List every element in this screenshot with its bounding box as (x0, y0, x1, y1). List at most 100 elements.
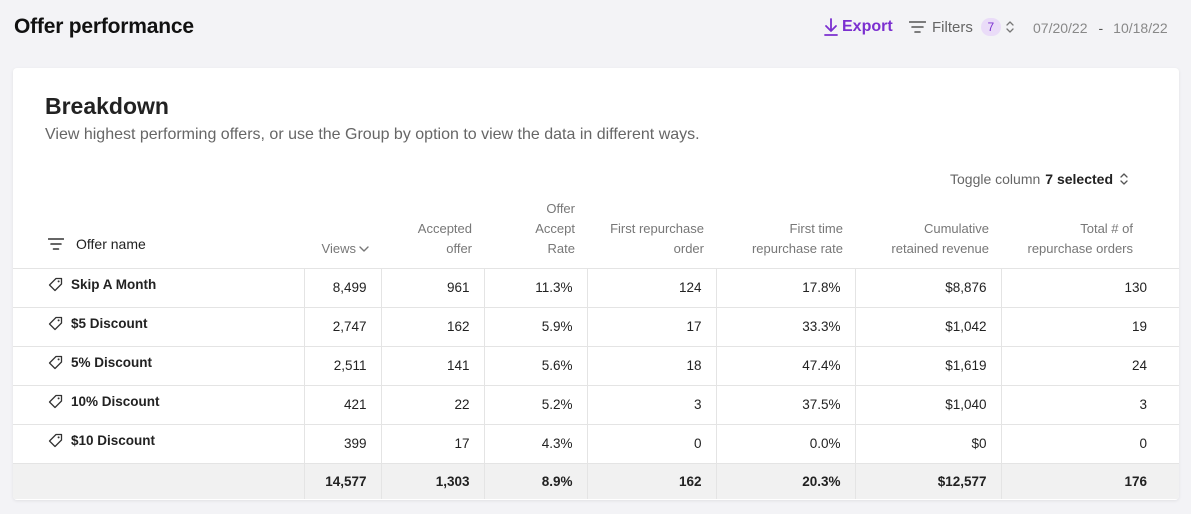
table-header-row: Offer name Views Accepted offer Offer Ac… (13, 197, 1179, 269)
date-end: 10/18/22 (1113, 20, 1168, 36)
tag-icon (48, 394, 63, 409)
table-row[interactable]: 5% Discount 2,511 141 5.6% 18 47.4% $1,619 24 (13, 346, 1179, 386)
cell-offer-name: 5% Discount (13, 346, 304, 386)
download-icon (824, 18, 838, 36)
cell-offer-name: 10% Discount (13, 385, 304, 425)
page-title: Offer performance (14, 15, 194, 38)
offer-name-label: $10 Discount (71, 433, 156, 448)
cell-offer-accept-rate: 5.2% (483, 385, 587, 425)
column-header-line: Total # of (1080, 220, 1133, 236)
column-header-cumulative-retained-revenue[interactable]: Cumulative retained revenue (855, 197, 1001, 269)
column-header-line: First time (789, 220, 843, 236)
filters-button[interactable]: Filters 7 (909, 18, 1015, 36)
offer-name-label: $5 Discount (71, 316, 148, 331)
column-header-first-repurchase-order[interactable]: First repurchase order (587, 197, 716, 269)
filter-icon (909, 21, 926, 33)
total-views: 14,577 (303, 463, 381, 499)
sort-lines-icon (48, 237, 64, 250)
cell-offer-name: $5 Discount (13, 307, 304, 347)
cell-accepted-offer: 141 (380, 346, 484, 386)
cell-accepted-offer: 162 (380, 307, 484, 347)
export-button[interactable]: Export (824, 18, 893, 36)
column-header-line: order (673, 240, 704, 256)
cell-total-repurchase-orders: 19 (1000, 307, 1179, 347)
cell-offer-accept-rate: 5.9% (483, 307, 587, 347)
column-header-line: Accepted (417, 220, 472, 236)
cell-cumulative-retained-revenue: $1,040 (854, 385, 1001, 425)
total-accepted-offer: 1,303 (380, 463, 484, 499)
date-start: 07/20/22 (1033, 20, 1088, 36)
cell-first-repurchase-order: 18 (586, 346, 716, 386)
column-header-first-time-repurchase-rate[interactable]: First time repurchase rate (716, 197, 855, 269)
cell-first-time-repurchase-rate: 47.4% (715, 346, 855, 386)
breakdown-card: Breakdown View highest performing offers… (13, 68, 1179, 500)
column-header-line: retained revenue (891, 240, 989, 256)
tag-icon (48, 433, 63, 448)
column-header-line: repurchase orders (1027, 240, 1134, 256)
cell-first-repurchase-order: 3 (586, 385, 716, 425)
column-header-label: Offer name (76, 235, 146, 252)
chevron-up-down-icon (1120, 173, 1128, 185)
cell-first-repurchase-order: 0 (586, 424, 716, 464)
cell-first-time-repurchase-rate: 17.8% (715, 268, 855, 308)
column-header-offer-accept-rate[interactable]: Offer Accept Rate (484, 197, 587, 269)
cell-first-time-repurchase-rate: 33.3% (715, 307, 855, 347)
column-header-line: repurchase rate (751, 240, 843, 256)
cell-accepted-offer: 22 (380, 385, 484, 425)
toggle-column-label: Toggle column (950, 171, 1041, 187)
offer-name-label: Skip A Month (71, 277, 157, 292)
cell-offer-name: $10 Discount (13, 424, 304, 464)
cell-views: 399 (303, 424, 381, 464)
export-label: Export (842, 18, 893, 35)
column-header-line: Rate (547, 240, 575, 256)
table-row[interactable]: $10 Discount 399 17 4.3% 0 0.0% $0 0 (13, 424, 1179, 464)
toggle-column-select[interactable]: Toggle column 7 selected (950, 171, 1129, 187)
breakdown-title: Breakdown (45, 93, 169, 119)
cell-cumulative-retained-revenue: $8,876 (854, 268, 1001, 308)
offer-table: Offer name Views Accepted offer Offer Ac… (13, 197, 1179, 499)
totals-row: 14,577 1,303 8.9% 162 20.3% $12,577 176 (13, 463, 1179, 499)
cell-first-repurchase-order: 17 (586, 307, 716, 347)
toggle-column-value: 7 selected (1045, 171, 1113, 187)
column-header-views[interactable]: Views (304, 197, 381, 269)
table-row[interactable]: $5 Discount 2,747 162 5.9% 17 33.3% $1,042 19 (13, 307, 1179, 347)
date-separator: - (1098, 20, 1104, 36)
column-header-line: Cumulative (923, 220, 989, 236)
cell-total-repurchase-orders: 3 (1000, 385, 1179, 425)
cell-offer-accept-rate: 4.3% (483, 424, 587, 464)
column-header-accepted-offer[interactable]: Accepted offer (381, 197, 484, 269)
cell-views: 2,511 (303, 346, 381, 386)
tag-icon (48, 355, 63, 370)
cell-views: 8,499 (303, 268, 381, 308)
date-range-picker[interactable]: 07/20/22 - 10/18/22 (1033, 20, 1168, 36)
cell-offer-accept-rate: 11.3% (483, 268, 587, 308)
column-header-offer-name[interactable]: Offer name (13, 197, 304, 269)
column-header-line: Offer (546, 200, 575, 216)
cell-total-repurchase-orders: 0 (1000, 424, 1179, 464)
column-header-label: Views (321, 240, 356, 256)
total-total-repurchase-orders: 176 (1000, 463, 1179, 499)
tag-icon (48, 316, 63, 331)
table-row[interactable]: 10% Discount 421 22 5.2% 3 37.5% $1,040 3 (13, 385, 1179, 425)
filters-label: Filters (932, 18, 973, 36)
top-bar: Offer performance Export Filters 7 07/20… (0, 0, 1191, 56)
table-row[interactable]: Skip A Month 8,499 961 11.3% 124 17.8% $8,876 1… (13, 268, 1179, 308)
cell-offer-accept-rate: 5.6% (483, 346, 587, 386)
total-cumulative-retained-revenue: $12,577 (854, 463, 1001, 499)
offer-name-label: 10% Discount (71, 394, 160, 409)
column-header-total-repurchase-orders[interactable]: Total # of repurchase orders (1001, 197, 1179, 269)
cell-total-repurchase-orders: 130 (1000, 268, 1179, 308)
column-header-line: First repurchase (610, 220, 704, 236)
offer-name-label: 5% Discount (71, 355, 153, 370)
total-first-time-repurchase-rate: 20.3% (715, 463, 855, 499)
total-offer-accept-rate: 8.9% (483, 463, 587, 499)
tag-icon (48, 277, 63, 292)
cell-cumulative-retained-revenue: $1,619 (854, 346, 1001, 386)
cell-views: 2,747 (303, 307, 381, 347)
filters-count-badge: 7 (980, 18, 1001, 36)
total-first-repurchase-order: 162 (586, 463, 716, 499)
column-header-line: offer (446, 240, 472, 256)
total-offer-name (13, 463, 304, 499)
column-header-line: Accept (535, 220, 575, 236)
cell-offer-name: Skip A Month (13, 268, 304, 308)
